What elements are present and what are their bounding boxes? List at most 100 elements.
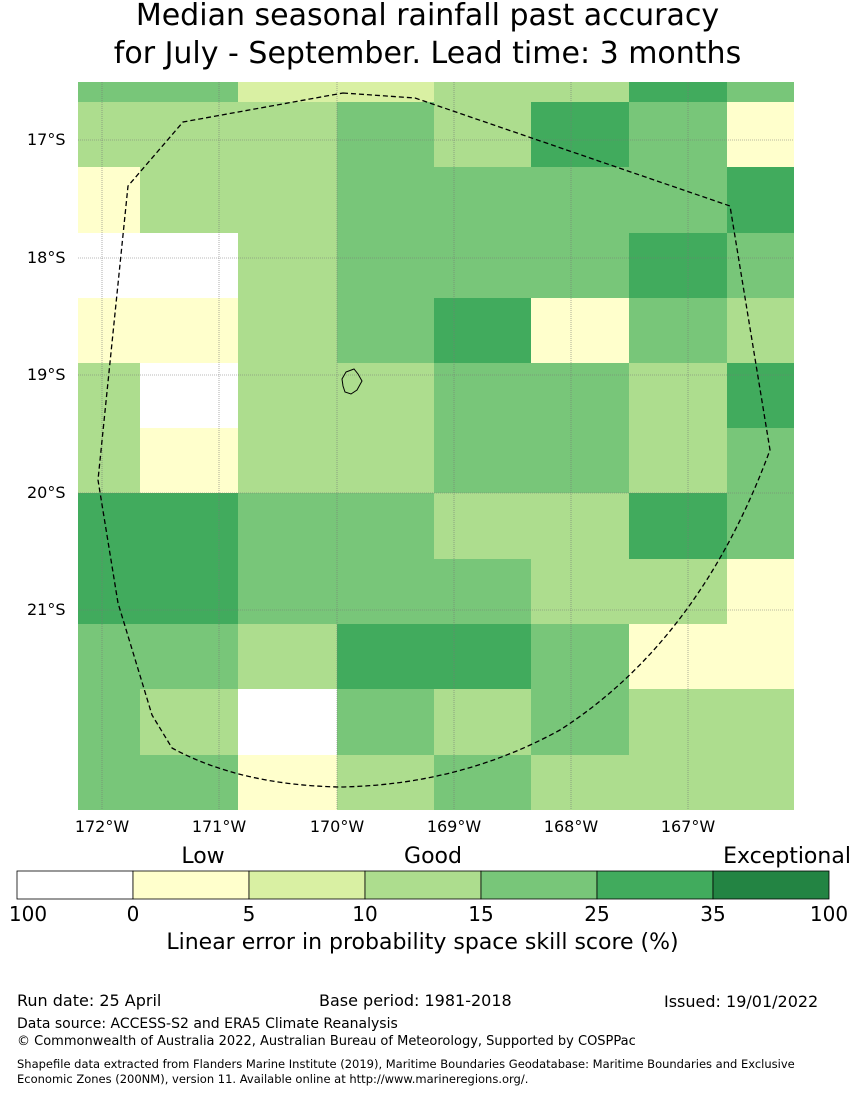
grid-cell <box>337 493 434 559</box>
grid-cell <box>434 298 531 363</box>
grid-cell <box>727 755 794 810</box>
colorbar-tick: 10 <box>352 902 378 926</box>
grid-cell <box>629 493 727 559</box>
grid-cell <box>434 493 531 559</box>
colorbar-segment <box>132 870 250 900</box>
lon-label-172w: 172°W <box>74 817 130 836</box>
grid-cell <box>727 559 794 624</box>
grid-cell <box>140 755 238 810</box>
grid-cell <box>727 298 794 363</box>
grid-cell <box>434 428 531 493</box>
grid-cell <box>337 298 434 363</box>
lat-label-20s: 20°S <box>27 483 66 502</box>
grid-cell <box>78 363 140 428</box>
colorbar-tick: 25 <box>584 902 610 926</box>
grid-cell <box>78 493 238 559</box>
grid-cell <box>238 82 337 102</box>
colorbar <box>16 870 830 900</box>
colorbar-segment <box>248 870 366 900</box>
grid-cell <box>337 755 434 810</box>
grid-cell <box>238 298 337 363</box>
grid-cell <box>238 559 337 624</box>
grid-cell <box>238 102 337 167</box>
grid-cell <box>629 102 727 167</box>
colorbar-segment <box>364 870 482 900</box>
colorbar-label: Linear error in probability space skill … <box>166 930 679 955</box>
colorbar-tick: 100 <box>8 902 48 926</box>
map-title-line-1: Median seasonal rainfall past accuracy <box>135 0 720 33</box>
grid-cell <box>531 298 629 363</box>
colorbar-segment <box>16 870 134 900</box>
grid-cell <box>434 167 629 233</box>
grid-cell <box>78 755 140 810</box>
colorbar-tick: 5 <box>242 902 256 926</box>
grid-cell <box>531 82 629 102</box>
category-low: Low <box>181 844 225 869</box>
colorbar-tick: 0 <box>126 902 140 926</box>
graticule <box>78 82 794 810</box>
grid-cell <box>337 102 434 167</box>
grid-cell <box>337 233 434 298</box>
island-outline <box>341 368 363 395</box>
grid-cell <box>78 167 140 233</box>
grid-cell <box>727 428 794 493</box>
grid-cell <box>531 493 629 559</box>
grid-cell <box>434 82 531 102</box>
grid-cell <box>727 493 794 559</box>
grid-cell <box>629 689 727 755</box>
grid-cell <box>238 167 337 233</box>
colorbar-segment <box>596 870 714 900</box>
map-title-line-2: for July - September. Lead time: 3 month… <box>113 36 742 71</box>
lat-label-21s: 21°S <box>27 600 66 619</box>
grid-cell <box>629 428 727 493</box>
grid-cell <box>531 102 629 167</box>
grid-cell <box>140 428 238 493</box>
grid-cell <box>337 167 434 233</box>
shapefile-credit: Shapefile data extracted from Flanders M… <box>17 1057 795 1086</box>
grid-cell <box>727 689 794 755</box>
colorbar-tick: 35 <box>700 902 726 926</box>
grid-cell <box>337 624 434 689</box>
grid-cell <box>531 559 629 624</box>
grid-cell <box>629 82 727 102</box>
grid-cell <box>238 428 337 493</box>
grid-cell <box>78 102 238 167</box>
data-source: Data source: ACCESS-S2 and ERA5 Climate … <box>17 1016 398 1032</box>
colorbar-tick: 100 <box>809 902 849 926</box>
grid-cell <box>629 363 727 428</box>
grid-cell <box>238 233 337 298</box>
grid-cell <box>629 559 727 624</box>
grid-cell <box>531 428 629 493</box>
colorbar-tick: 15 <box>468 902 494 926</box>
grid-cell <box>531 363 629 428</box>
grid-cell <box>531 624 629 689</box>
base-period: Base period: 1981-2018 <box>319 991 512 1010</box>
grid-cell <box>629 755 727 810</box>
grid-cell <box>238 624 337 689</box>
grid-cell <box>727 82 794 102</box>
grid-cell <box>238 689 337 755</box>
grid-cell <box>78 624 140 689</box>
category-good: Good <box>404 844 462 869</box>
grid-cell <box>629 624 727 689</box>
grid-cell <box>140 363 238 428</box>
eez-boundary <box>97 92 771 788</box>
lon-label-170w: 170°W <box>309 817 365 836</box>
grid-cell <box>140 689 238 755</box>
issued-date: Issued: 19/01/2022 <box>664 992 819 1011</box>
lon-label-171w: 171°W <box>191 817 247 836</box>
grid-cell <box>78 689 140 755</box>
grid-cell <box>531 755 629 810</box>
grid-cell <box>727 102 794 167</box>
colorbar-segment <box>712 870 830 900</box>
grid-cell <box>78 559 140 624</box>
skill-grid <box>78 82 794 810</box>
grid-cell <box>337 559 434 624</box>
grid-cell <box>434 559 531 624</box>
grid-cell <box>727 624 794 689</box>
category-exceptional: Exceptional <box>723 844 851 869</box>
grid-cell <box>434 233 531 298</box>
grid-cell <box>140 624 238 689</box>
grid-cell <box>434 363 531 428</box>
